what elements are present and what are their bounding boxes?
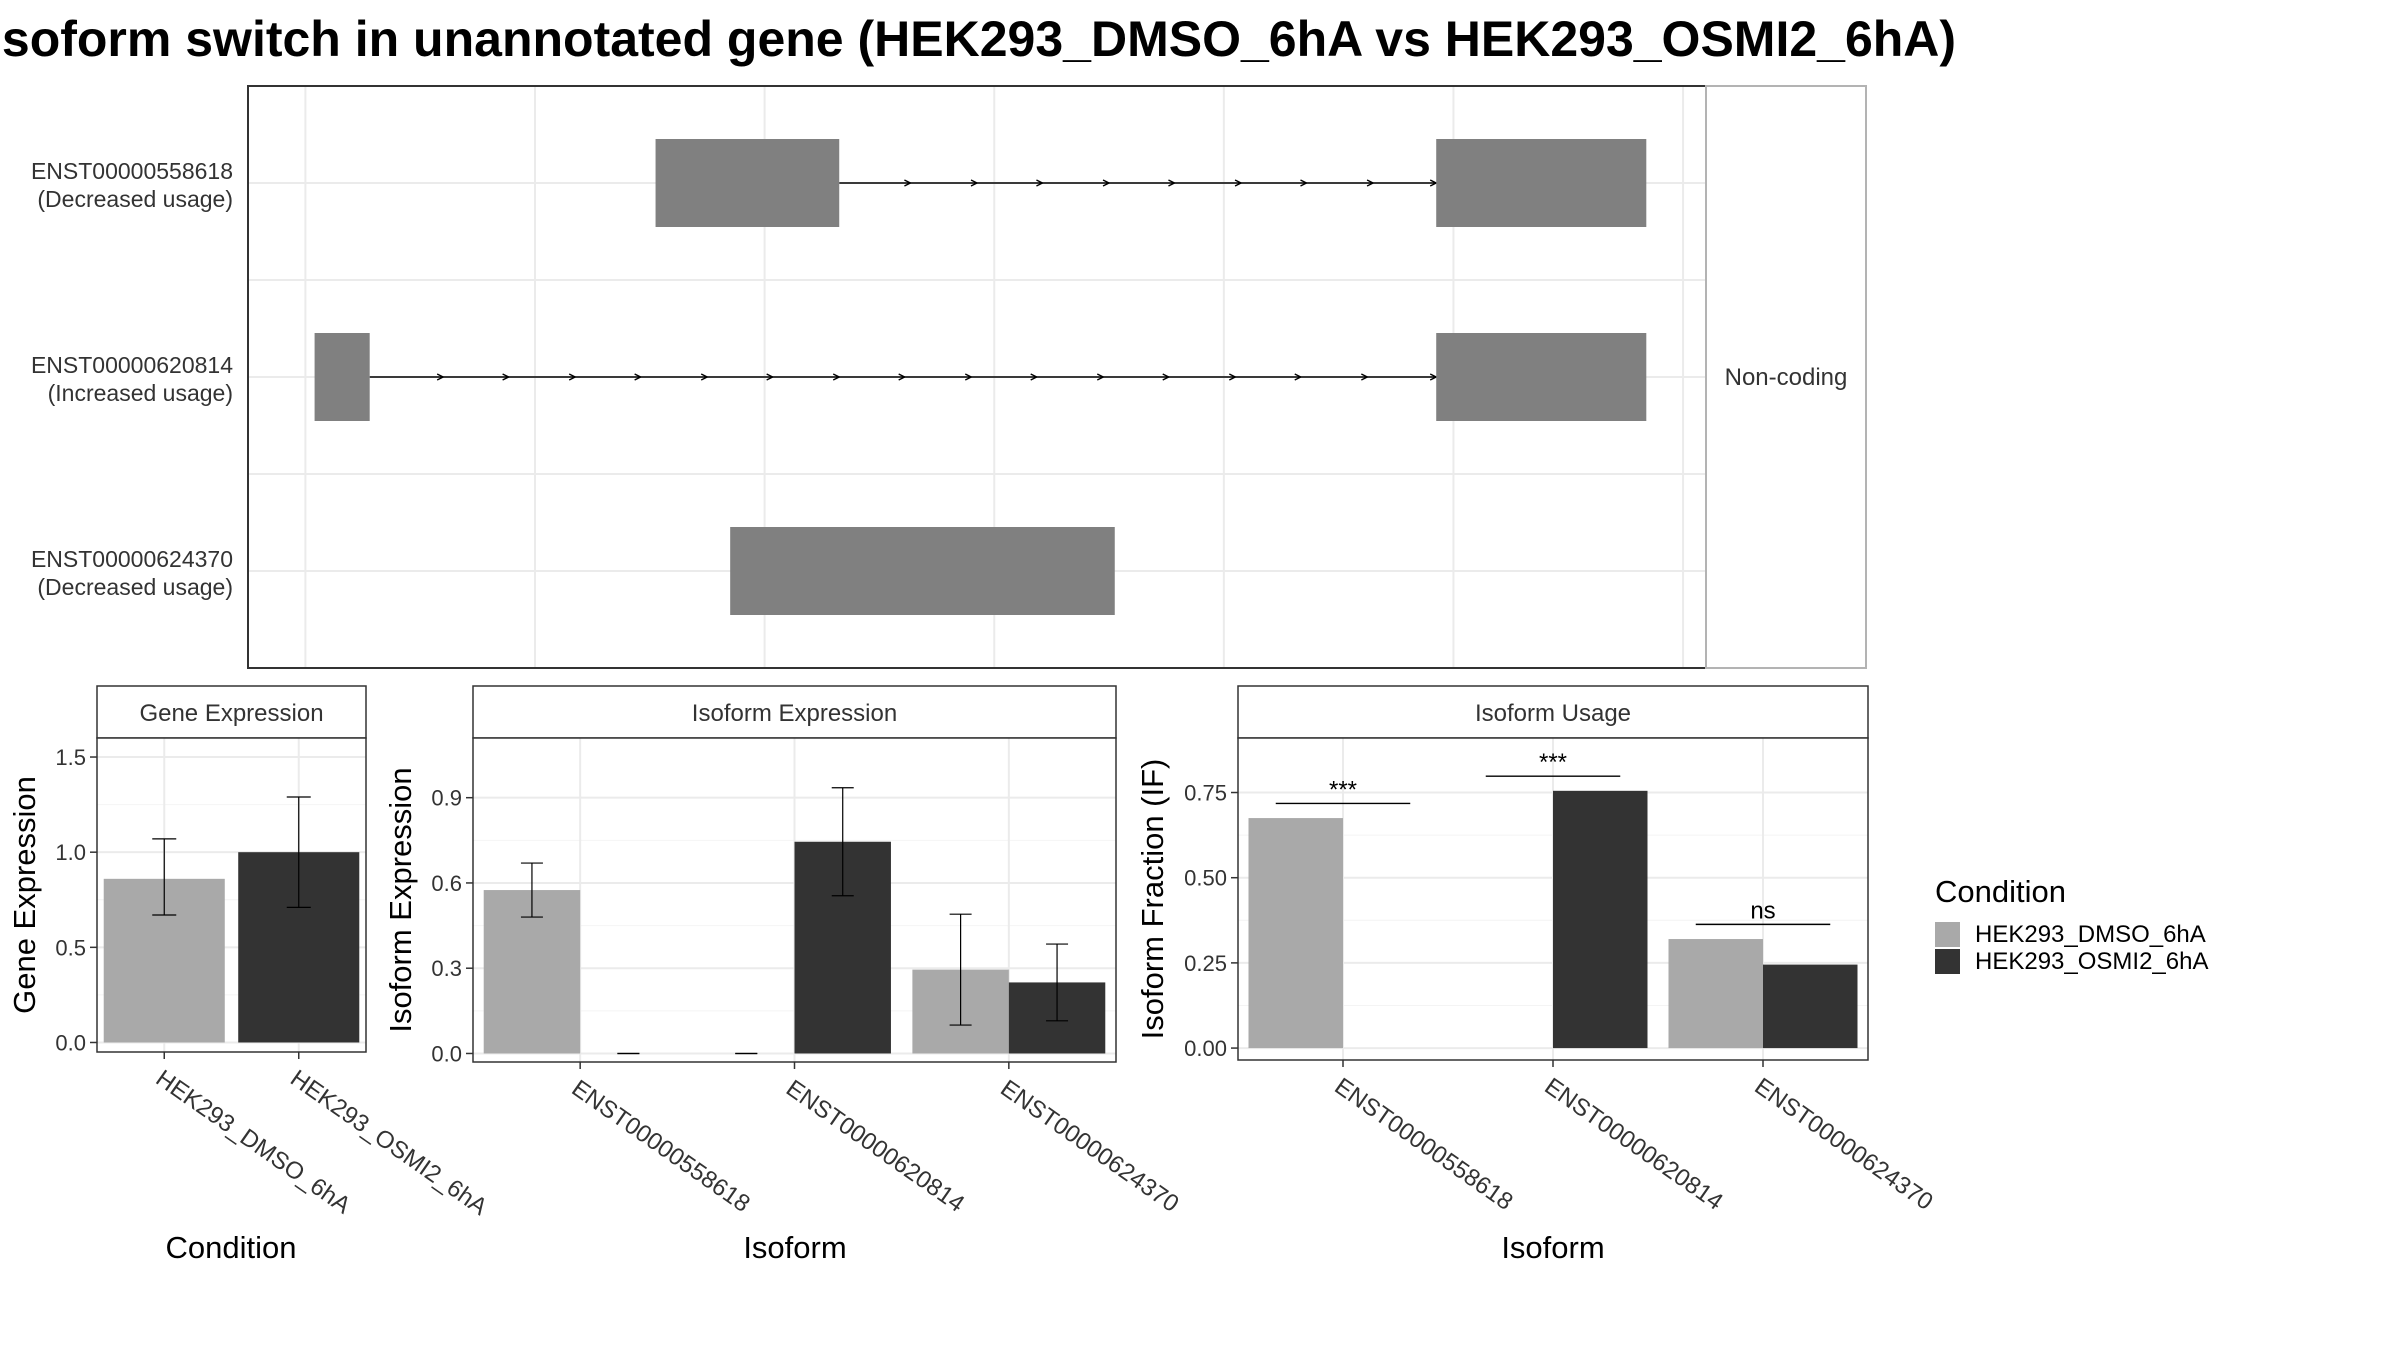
intron-direction-arrow [1429,179,1438,187]
intron-direction-arrow [832,373,841,381]
x-tick-label: ENST00000624370 [1750,1073,1938,1216]
isoform-usage-panel: Isoform Usage 0.00 0.25 0.50 0.75 ENST0000055… [1135,685,1938,1265]
intron-direction-arrow [964,373,973,381]
transcript-structure-panel: ENST00000558618(Decreased usage)ENST0000… [31,85,1867,669]
y-tick-label: 0.3 [431,956,462,981]
significance-label: *** [1539,749,1567,776]
bar [1763,964,1858,1049]
intron-direction-arrow [634,373,643,381]
y-tick-label: 0.0 [431,1041,462,1066]
intron-direction-arrow [1030,373,1039,381]
x-axis-title: Isoform [1501,1230,1604,1265]
intron-direction-arrow [502,373,511,381]
transcript-usage-label: (Increased usage) [48,380,233,406]
intron-direction-arrow [1228,373,1237,381]
legend-entry-label: HEK293_OSMI2_6hA [1975,948,2208,975]
y-tick-label: 0.9 [431,786,462,811]
intron-direction-arrow [568,373,577,381]
intron-direction-arrow [970,179,979,187]
intron-direction-arrow [1294,373,1303,381]
figure-title: Isoform switch in unannotated gene (HEK2… [0,11,1956,67]
intron-direction-arrow [1234,179,1243,187]
y-tick-label: 0.25 [1184,951,1227,976]
legend-entry-label: HEK293_DMSO_6hA [1975,921,2206,948]
x-tick-label: ENST00000558618 [1330,1073,1518,1216]
significance-label: ns [1750,897,1775,924]
exon-block [1436,139,1647,227]
intron-direction-arrow [436,373,445,381]
panel-border [1237,737,1869,1061]
x-axis-title: Isoform [743,1230,846,1265]
intron-direction-arrow [1168,179,1177,187]
x-tick-label: ENST00000624370 [995,1075,1183,1218]
x-tick-label: ENST00000558618 [567,1075,755,1218]
intron-direction-arrow [1102,179,1111,187]
gene-expression-panel: Gene Expression0.00.51.01.5HEK293_DMSO_6… [7,685,492,1265]
y-tick-label: 0.5 [55,935,86,960]
exon-block [730,527,1115,615]
panel-border [96,737,367,1053]
intron-direction-arrow [1096,373,1105,381]
intron-direction-arrow [1036,179,1045,187]
transcript-id-label: ENST00000558618 [31,158,233,184]
transcript-usage-label: (Decreased usage) [37,574,233,600]
noncoding-strip-label: Non-coding [1725,364,1848,391]
intron-direction-arrow [1162,373,1171,381]
intron-direction-arrow [700,373,709,381]
intron-direction-arrow [1300,179,1309,187]
legend-swatch [1935,922,1960,947]
intron-direction-arrow [1429,373,1438,381]
panel-border [472,737,1117,1063]
x-tick-label: ENST00000620814 [1540,1073,1728,1216]
intron-direction-arrow [898,373,907,381]
bar [1553,790,1648,1049]
exon-block [1436,333,1647,421]
intron-direction-arrow [766,373,775,381]
x-axis-title: Condition [166,1230,297,1265]
structure-strip [1705,85,1867,669]
y-tick-label: 0.50 [1184,866,1227,891]
significance-label: *** [1329,776,1357,803]
isoform-expression-panel: Isoform Expression 0.0 0.3 0.6 0.9 ENST000005… [383,685,1184,1265]
facet-strip [472,685,1117,739]
facet-strip [96,685,367,739]
y-tick-label: 0.0 [55,1030,86,1055]
y-tick-label: 0.75 [1184,781,1227,806]
facet-strip-label: Isoform Usage [1475,700,1631,727]
bar [1248,818,1343,1049]
y-tick-label: 1.0 [55,840,86,865]
bar [1668,939,1763,1049]
y-tick-label: 0.6 [431,871,462,896]
y-tick-label: 1.5 [55,745,86,770]
y-axis-title: Gene Expression [7,776,42,1014]
intron-direction-arrow [1361,373,1369,381]
transcript-id-label: ENST00000620814 [31,352,233,378]
legend-swatch [1935,949,1960,974]
y-tick-label: 0.00 [1184,1036,1227,1061]
y-axis-title: Isoform Fraction (IF) [1135,759,1170,1040]
facet-strip-label: Gene Expression [139,700,323,727]
transcript-id-label: ENST00000624370 [31,546,233,572]
exon-block [314,333,370,421]
x-tick-label: ENST00000620814 [781,1075,969,1218]
transcript-usage-label: (Decreased usage) [37,186,233,212]
facet-strip-label: Isoform Expression [692,700,897,727]
exon-block [655,139,840,227]
y-axis-title: Isoform Expression [383,767,418,1032]
legend-title: Condition [1935,874,2066,909]
intron-direction-arrow [1366,179,1375,187]
intron-direction-arrow [904,179,912,187]
